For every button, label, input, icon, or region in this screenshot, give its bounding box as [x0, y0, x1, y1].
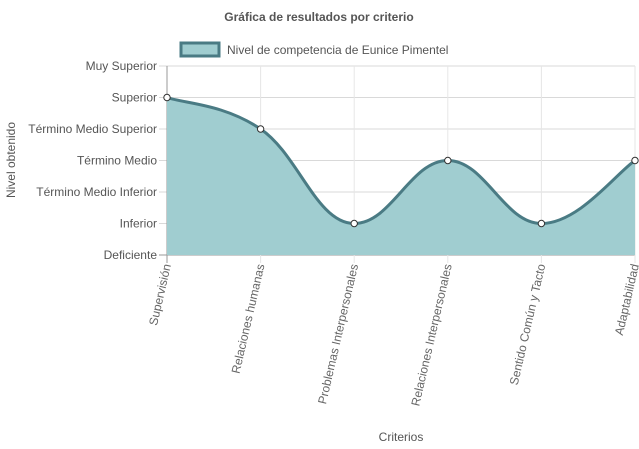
- series-line: [166, 96, 636, 226]
- y-axis-ticks: Deficiente Inferior Término Medio Inferior…: [28, 59, 157, 262]
- y-tick-label: Término Medio Inferior: [36, 185, 157, 199]
- y-tick-label: Término Medio: [77, 154, 157, 168]
- legend-label: Nivel de competencia de Eunice Pimentel: [227, 43, 448, 57]
- x-tick-label: Supervisión: [146, 263, 174, 327]
- data-point-1[interactable]: [256, 125, 265, 133]
- x-tick-label: Adaptabilidad: [612, 263, 639, 337]
- x-tick-label: Problemas Interpersonales: [315, 263, 361, 406]
- x-axis-ticks: Supervisión Relaciones humanas Problemas I…: [146, 262, 639, 407]
- x-tick-label: Sentido Común y Tacto: [507, 262, 549, 386]
- data-point-2[interactable]: [350, 219, 358, 228]
- x-axis-label: Criterios: [379, 430, 424, 444]
- x-tick-label: Relaciones humanas: [229, 263, 268, 375]
- data-point-4[interactable]: [537, 219, 546, 228]
- series-area-fill: [167, 97, 635, 255]
- y-tick-label: Deficiente: [104, 248, 158, 262]
- x-tick-label: Relaciones Interpersonales: [408, 263, 454, 408]
- y-tick-label: Muy Superior: [86, 59, 157, 73]
- series-area: [166, 96, 636, 255]
- y-tick-label: Inferior: [120, 217, 157, 231]
- chart-title: Gráfica de resultados por criterio: [224, 10, 413, 24]
- legend-swatch: [179, 41, 221, 58]
- legend[interactable]: Nivel de competencia de Eunice Pimentel: [179, 41, 448, 58]
- data-point-0[interactable]: [163, 93, 171, 102]
- data-point-5[interactable]: [631, 156, 639, 165]
- y-tick-label: Superior: [112, 91, 157, 105]
- data-point-3[interactable]: [444, 156, 452, 165]
- y-tick-label: Término Medio Superior: [28, 122, 157, 136]
- y-axis-label: Nivel obtenido: [4, 122, 18, 198]
- data-points: [163, 93, 639, 228]
